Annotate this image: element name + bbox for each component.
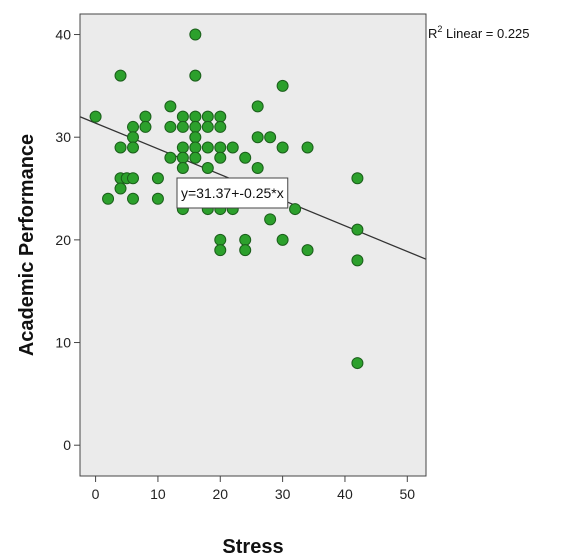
data-point xyxy=(214,120,227,133)
y-tick-label: 10 xyxy=(55,335,71,351)
data-point xyxy=(239,151,252,164)
data-point xyxy=(226,141,239,154)
data-point xyxy=(189,141,202,154)
y-tick-label: 0 xyxy=(63,437,71,453)
fit-equation-label: y=31.37+-0.25*x xyxy=(181,185,284,201)
data-point xyxy=(151,172,164,185)
x-tick-label: 20 xyxy=(212,486,228,502)
data-point xyxy=(126,172,139,185)
data-point xyxy=(89,110,102,123)
data-point xyxy=(251,100,264,113)
plot-frame xyxy=(79,13,427,477)
data-point xyxy=(301,141,314,154)
data-point xyxy=(126,120,139,133)
data-point xyxy=(239,233,252,246)
x-tick-label: 50 xyxy=(400,486,416,502)
data-point xyxy=(239,244,252,257)
data-point xyxy=(114,69,127,82)
data-point xyxy=(164,120,177,133)
data-point xyxy=(289,203,302,216)
fit-equation-box: y=31.37+-0.25*x xyxy=(176,177,289,209)
x-tick-label: 10 xyxy=(150,486,166,502)
data-point xyxy=(264,131,277,144)
data-point xyxy=(114,182,127,195)
plot-area xyxy=(80,14,426,476)
data-point xyxy=(351,357,364,370)
data-point xyxy=(301,244,314,257)
data-point xyxy=(201,120,214,133)
data-point xyxy=(176,151,189,164)
data-point xyxy=(251,131,264,144)
data-point xyxy=(126,192,139,205)
data-point xyxy=(189,69,202,82)
data-point xyxy=(276,141,289,154)
data-point xyxy=(126,141,139,154)
y-axis-title: Academic Performance xyxy=(16,134,38,356)
x-tick-label: 40 xyxy=(337,486,353,502)
data-point xyxy=(189,120,202,133)
data-point xyxy=(164,100,177,113)
data-point xyxy=(176,141,189,154)
x-tick-label: 0 xyxy=(92,486,100,502)
data-point xyxy=(151,192,164,205)
data-point xyxy=(214,110,227,123)
data-point xyxy=(201,141,214,154)
data-point xyxy=(351,223,364,236)
data-point xyxy=(276,233,289,246)
data-point xyxy=(201,162,214,174)
data-point xyxy=(164,151,177,164)
data-point xyxy=(176,120,189,133)
data-point xyxy=(114,141,127,154)
data-point xyxy=(126,131,139,144)
data-point xyxy=(214,151,227,164)
r2-label: R2 Linear = 0.225 xyxy=(428,24,530,41)
y-tick-label: 40 xyxy=(55,27,71,43)
x-tick-label: 30 xyxy=(275,486,291,502)
data-point xyxy=(214,141,227,154)
data-point xyxy=(176,162,189,174)
data-point xyxy=(176,110,189,123)
x-axis-title: Stress xyxy=(222,536,283,558)
data-point xyxy=(139,120,152,133)
data-point xyxy=(102,192,115,205)
data-point xyxy=(189,131,202,144)
data-point xyxy=(189,28,202,41)
data-point xyxy=(189,110,202,123)
data-point xyxy=(351,172,364,185)
y-tick-label: 20 xyxy=(55,232,71,248)
data-point xyxy=(139,110,152,123)
data-point xyxy=(351,254,364,267)
data-point xyxy=(251,162,264,174)
data-point xyxy=(201,110,214,123)
y-tick-label: 30 xyxy=(55,129,71,145)
data-point xyxy=(189,151,202,164)
data-point xyxy=(264,213,277,226)
data-point xyxy=(214,244,227,257)
data-point xyxy=(214,233,227,246)
data-point xyxy=(276,79,289,92)
